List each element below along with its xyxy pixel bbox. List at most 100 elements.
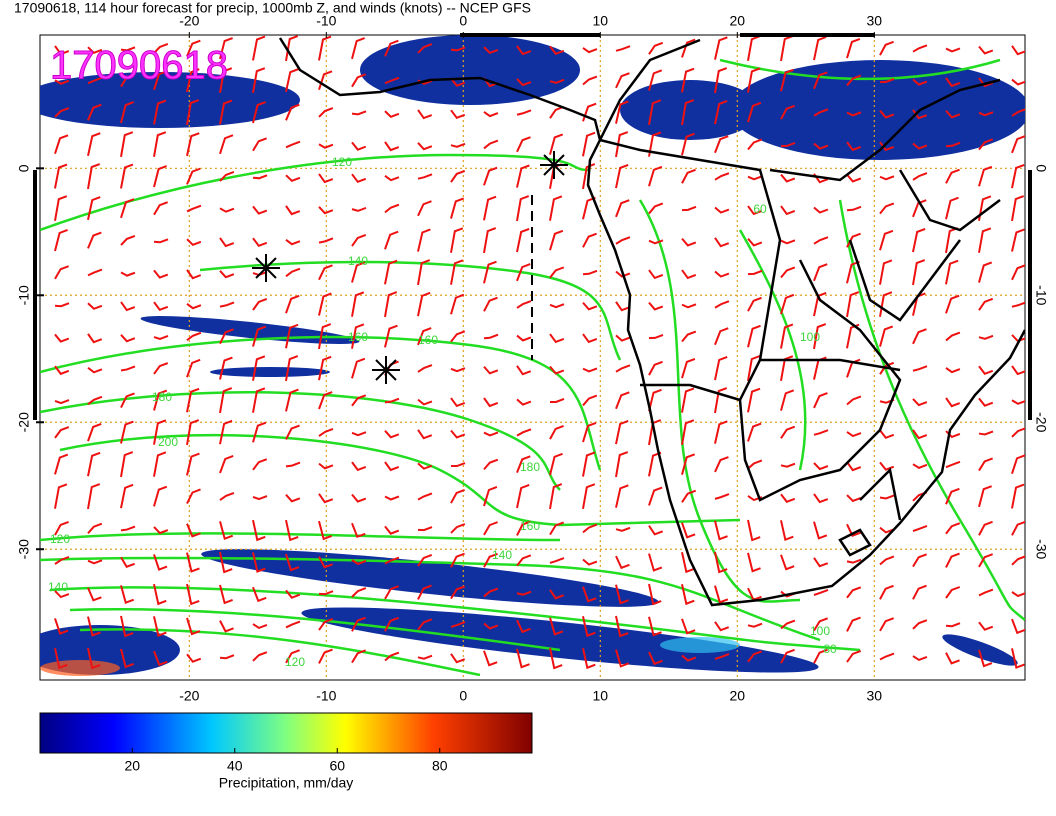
wind-barb (285, 267, 301, 278)
wind-barb (87, 451, 101, 477)
wind-barb (252, 237, 268, 248)
wind-barb (978, 165, 993, 187)
wind-barb (417, 142, 433, 151)
wind-barb (516, 619, 531, 634)
wind-barb (945, 397, 961, 408)
wind-barb (615, 301, 631, 312)
contour-label: 140 (492, 548, 512, 562)
wind-barb (747, 387, 761, 413)
wind-barb (450, 142, 466, 148)
wind-barb (483, 397, 499, 408)
wind-barb (153, 451, 167, 477)
wind-barb (186, 331, 202, 342)
wind-barb (384, 585, 399, 600)
wind-barb (54, 399, 70, 405)
lon-label-top: -20 (179, 13, 199, 29)
wind-barb (516, 365, 532, 376)
wind-barb (450, 77, 466, 87)
wind-barb (516, 109, 532, 116)
wind-barb (351, 291, 365, 317)
wind-barb (252, 298, 268, 311)
wind-barb (549, 521, 565, 536)
wind-barb (945, 294, 960, 314)
wind-barb (87, 46, 103, 54)
wind-barb (450, 259, 464, 285)
wind-barb (54, 453, 69, 475)
wind-barb (912, 553, 928, 568)
wind-barb (945, 259, 959, 285)
wind-barb (153, 583, 167, 606)
wind-barb (681, 489, 697, 503)
colorbar-tick-label: 80 (432, 758, 448, 774)
wind-barb (120, 131, 134, 158)
wind-barb (120, 46, 136, 52)
wind-barb (912, 584, 927, 600)
wind-barb (285, 553, 300, 572)
wind-barb (252, 586, 267, 603)
wind-barb (153, 43, 169, 54)
wind-barb (450, 653, 466, 664)
wind-barb (384, 110, 400, 119)
wind-barb (978, 485, 992, 508)
wind-barb (648, 301, 664, 311)
wind-barb (318, 520, 332, 541)
wind-barb (54, 521, 69, 536)
wind-barb (780, 462, 796, 468)
wind-barb (813, 236, 829, 245)
wind-barb (681, 522, 696, 539)
wind-barb (252, 355, 266, 381)
wind-barb (714, 270, 730, 278)
wind-barb (219, 237, 235, 248)
wind-barb (846, 173, 862, 183)
wind-barb (582, 163, 596, 190)
wind-barb (912, 109, 928, 120)
wind-barb (615, 484, 629, 508)
wind-barb (714, 172, 730, 181)
wind-barb (252, 205, 268, 215)
wind-barb (615, 584, 629, 605)
wind-barb (615, 451, 629, 478)
contour-label: 140 (348, 254, 368, 268)
wind-barb (615, 270, 631, 278)
wind-barb (120, 163, 134, 189)
contour-label: 60 (753, 202, 767, 216)
wind-barb (549, 195, 563, 221)
colorbar-tick-label: 60 (329, 758, 345, 774)
wind-barb (549, 229, 564, 251)
wind-barb (582, 131, 596, 157)
wind-barb (582, 421, 597, 443)
wind-barb (912, 227, 926, 253)
wind-barb (648, 239, 664, 245)
wind-barb (681, 132, 695, 156)
wind-barb (516, 45, 532, 56)
wind-barb (1011, 108, 1025, 117)
wind-barb (780, 68, 794, 92)
wind-barb (780, 520, 794, 542)
wind-barb (912, 44, 928, 53)
wind-barb (417, 584, 432, 600)
wind-barb (219, 301, 235, 308)
wind-barb (252, 519, 266, 542)
wind-barb (87, 422, 102, 442)
wind-barbs (54, 35, 1025, 670)
wind-barb (615, 364, 631, 373)
wind-barb (483, 227, 497, 254)
wind-barb (54, 556, 70, 565)
wind-barb (153, 389, 168, 411)
wind-barb (54, 647, 68, 670)
wind-barb (120, 615, 134, 638)
wind-barb (252, 137, 267, 152)
wind-barb (351, 261, 366, 283)
wind-barb (747, 650, 763, 663)
wind-barb (648, 333, 664, 340)
wind-barb (516, 590, 532, 596)
wind-barb (318, 70, 333, 91)
wind-barb (813, 392, 828, 409)
wind-barb (120, 556, 135, 568)
wind-barb (945, 47, 961, 53)
wind-barb (351, 173, 367, 184)
wind-barb (582, 75, 598, 86)
wind-barb (120, 73, 136, 88)
wind-barb (384, 291, 398, 318)
